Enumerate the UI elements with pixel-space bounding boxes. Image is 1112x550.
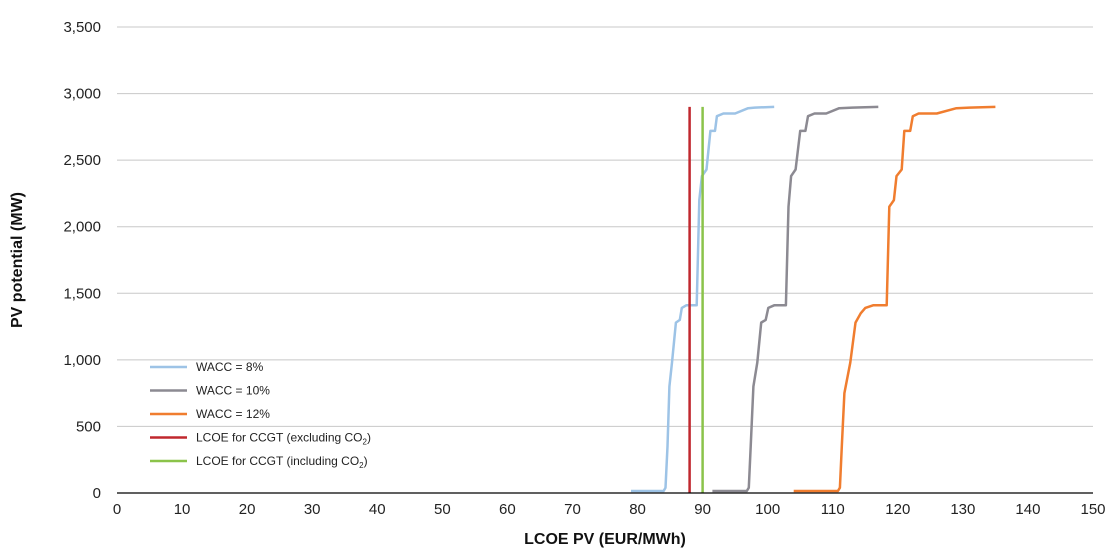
legend-label: LCOE for CCGT (excluding CO2) [196,431,371,447]
x-tick-label: 70 [564,501,581,518]
x-tick-label: 90 [694,501,711,518]
y-tick-label: 0 [93,485,101,502]
legend-label: LCOE for CCGT (including CO2) [196,454,368,470]
series-line-2 [712,105,879,493]
y-tick-label: 500 [76,418,101,435]
legend-label: WACC = 12% [196,407,270,421]
y-tick-label: 3,000 [63,86,101,103]
y-tick-label: 1,000 [63,352,101,369]
x-tick-label: 120 [885,501,910,518]
legend-label: WACC = 8% [196,360,264,374]
y-axis-ticks: 0 500 1,000 1,500 2,000 2,500 3,000 3,500 [63,19,101,502]
x-tick-label: 140 [1015,501,1040,518]
x-tick-label: 150 [1080,501,1105,518]
y-tick-label: 2,500 [63,152,101,169]
x-tick-label: 110 [821,501,845,518]
x-tick-label: 100 [755,501,780,518]
y-tick-label: 3,500 [63,19,101,36]
series-line-1 [631,105,775,493]
y-tick-label: 1,500 [63,285,101,302]
legend-label: WACC = 10% [196,384,270,398]
y-axis-title: PV potential (MW) [9,192,26,328]
series-line-3 [793,105,996,493]
x-tick-label: 80 [629,501,646,518]
x-axis-title: LCOE PV (EUR/MWh) [524,531,686,548]
x-tick-label: 60 [499,501,516,518]
x-tick-label: 50 [434,501,451,518]
x-tick-label: 30 [304,501,321,518]
series-lines [631,105,996,493]
x-tick-label: 10 [174,501,191,518]
legend: WACC = 8% WACC = 10% WACC = 12% LCOE for CC… [150,360,371,470]
gridlines [117,26,1093,427]
x-tick-label: 0 [113,501,121,518]
x-tick-label: 20 [239,501,256,518]
x-tick-label: 40 [369,501,386,518]
y-tick-label: 2,000 [63,219,101,236]
x-axis-ticks: 0 10 20 30 40 50 60 70 80 90 100 110 120 130 140 150 [113,501,1106,518]
x-tick-label: 130 [950,501,975,518]
